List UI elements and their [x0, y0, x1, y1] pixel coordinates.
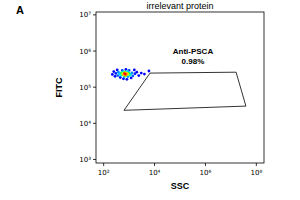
- y-tick-label: 10⁷: [79, 11, 91, 19]
- x-tick: [256, 163, 257, 166]
- x-tick: [205, 163, 206, 166]
- y-tick-label: 10⁵: [79, 84, 91, 92]
- x-tick: [103, 163, 104, 166]
- point: [133, 69, 136, 72]
- point: [137, 74, 140, 77]
- point: [148, 70, 151, 73]
- y-tick-label: 10⁴: [79, 120, 91, 128]
- y-tick: [93, 51, 96, 52]
- point: [123, 72, 126, 75]
- point: [126, 78, 129, 81]
- y-tick-label: 10³: [79, 156, 91, 164]
- chart: Airrelevant protein 10² 10⁴ 10⁶ 10⁸ 10³ 10⁴ 10⁵…: [0, 0, 300, 200]
- panel-label: A: [16, 4, 24, 16]
- point: [114, 75, 117, 78]
- gate-label: Anti-PSCA: [173, 47, 214, 56]
- y-tick: [93, 123, 96, 124]
- gate-percent: 0.98%: [182, 57, 205, 66]
- x-tick: [154, 163, 155, 166]
- y-tick-label: 10⁶: [79, 48, 91, 56]
- y-tick: [93, 14, 96, 15]
- title: irrelevant protein: [146, 1, 213, 11]
- point: [119, 76, 122, 79]
- point: [131, 75, 134, 78]
- x-tick-label: 10²: [98, 169, 110, 177]
- x-tick-label: 10⁴: [149, 169, 161, 177]
- x-tick-label: 10⁶: [200, 169, 212, 177]
- y-tick: [93, 159, 96, 160]
- plot-area: [111, 68, 246, 110]
- gate: [124, 72, 246, 110]
- y-axis-label: FITC: [54, 77, 64, 97]
- x-axis-label: SSC: [171, 181, 190, 191]
- point: [114, 72, 117, 75]
- point: [125, 73, 128, 76]
- point: [143, 73, 146, 76]
- point: [124, 73, 127, 76]
- point: [134, 72, 137, 75]
- plot-frame: [96, 12, 264, 163]
- point: [111, 73, 114, 76]
- point: [140, 72, 143, 75]
- y-tick: [93, 87, 96, 88]
- x-tick-label: 10⁸: [250, 169, 262, 177]
